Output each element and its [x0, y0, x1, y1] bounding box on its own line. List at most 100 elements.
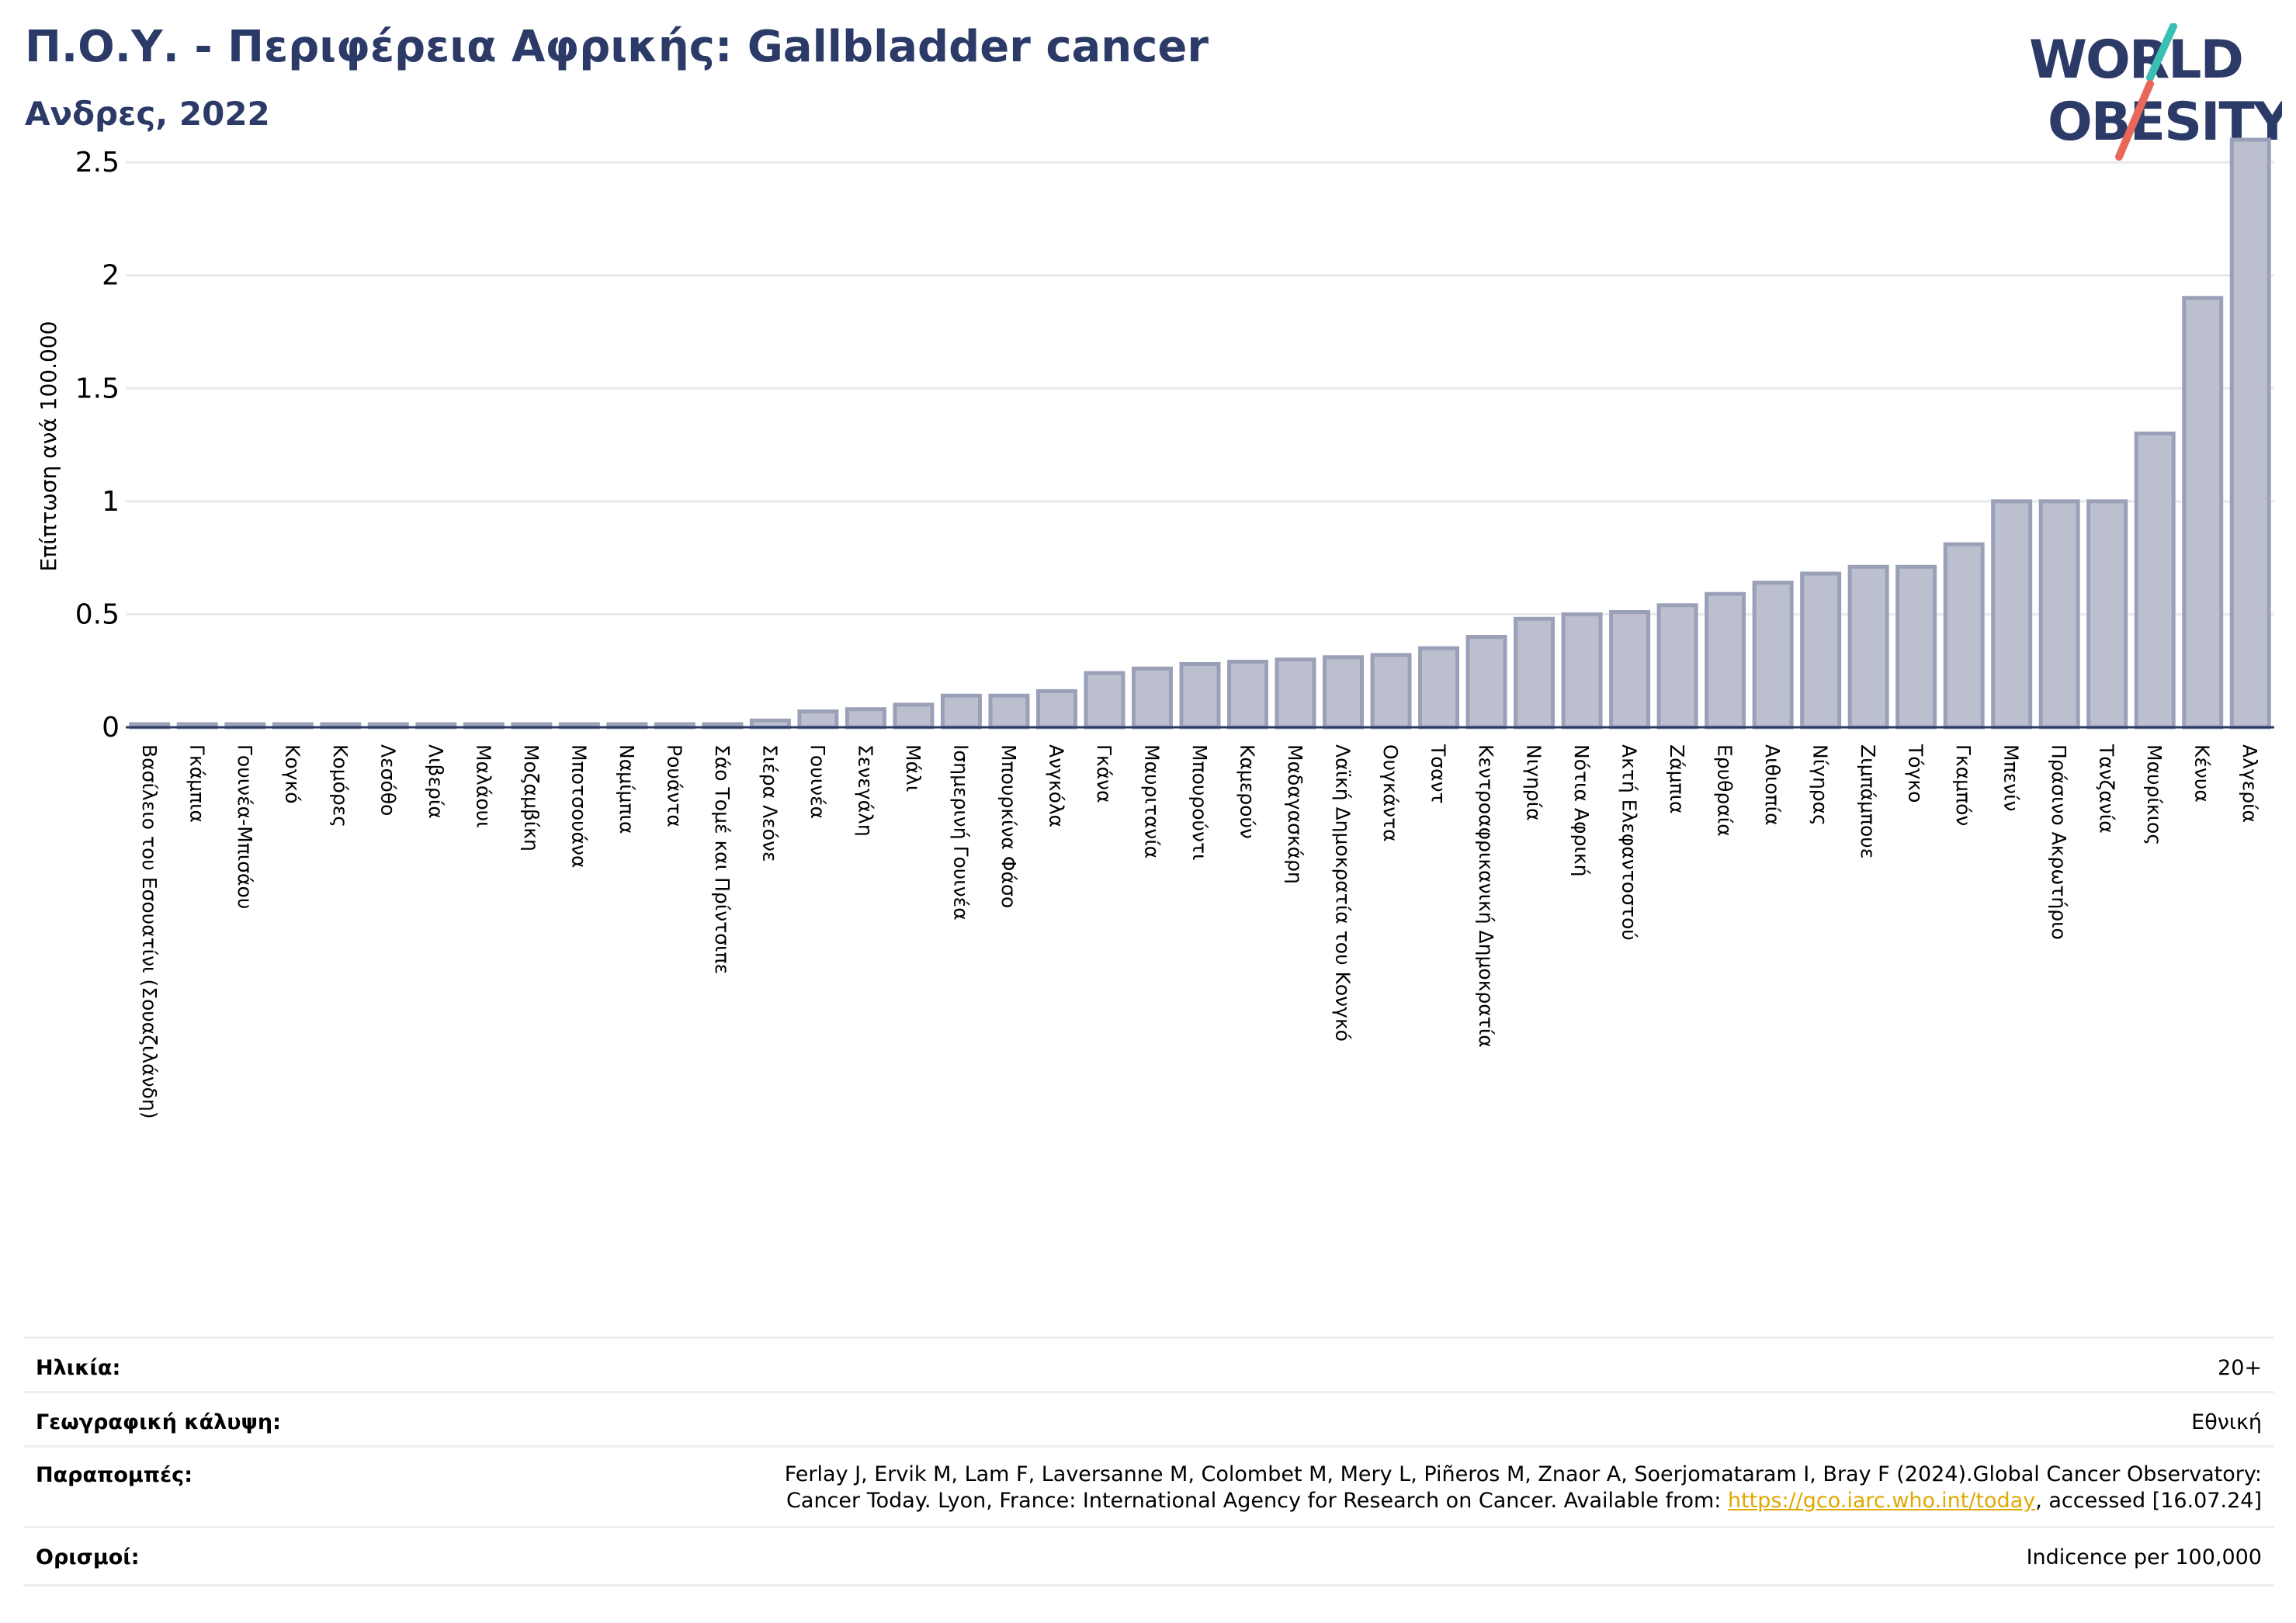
y-tick-label: 1.5	[75, 373, 120, 404]
bar	[1275, 657, 1316, 730]
chart-title: Π.Ο.Υ. - Περιφέρεια Αφρικής: Gallbladder…	[25, 22, 1209, 72]
info-row-definitions: Ορισμοί: Indicence per 100,000	[23, 1526, 2274, 1587]
definitions-value: Indicence per 100,000	[2026, 1545, 2262, 1569]
x-tick-label: Αιθιοπία	[1761, 744, 1784, 826]
references-value: Ferlay J, Ervik M, Lam F, Laversanne M, …	[477, 1462, 2262, 1514]
bar	[1943, 542, 1985, 730]
x-tick-label: Ισημερινή Γουινέα	[949, 744, 972, 921]
info-row-references: Παραπομπές: Ferlay J, Ervik M, Lam F, La…	[23, 1445, 2274, 1528]
x-tick-label: Γκάμπια	[186, 744, 208, 823]
bar	[2086, 499, 2128, 730]
y-tick-label: 2.5	[75, 147, 120, 179]
y-tick-label: 0	[102, 712, 120, 744]
chart-subtitle: Ανδρες, 2022	[25, 95, 270, 133]
x-tick-label: Πράσινο Ακρωτήριο	[2048, 744, 2070, 940]
coverage-value: Εθνική	[2191, 1410, 2262, 1434]
references-line-2-text: Cancer Today. Lyon, France: Internationa…	[786, 1489, 1728, 1513]
bar	[1514, 616, 1556, 730]
bar	[1084, 671, 1125, 730]
x-tick-label: Γκάνα	[1093, 744, 1115, 803]
world-obesity-logo: WORLD OBESITY	[2029, 23, 2282, 161]
x-tick-label: Νίγηρας	[1809, 744, 1832, 826]
bar	[1895, 564, 1937, 730]
x-tick-label: Λιβερία	[425, 744, 447, 819]
x-tick-label: Μπουρκίνα Φάσο	[997, 744, 1020, 908]
x-tick-label: Τανζανία	[2096, 744, 2118, 834]
x-tick-label: Νότια Αφρική	[1570, 744, 1593, 876]
x-tick-label: Ζάμπια	[1666, 744, 1688, 814]
x-tick-label: Μπενίν	[2000, 744, 2023, 812]
bar	[2134, 432, 2176, 730]
x-tick-label: Τόγκο	[1905, 744, 1927, 803]
x-tick-label: Ουγκάντα	[1379, 744, 1402, 842]
x-tick-label: Σιέρα Λεόνε	[758, 744, 781, 862]
x-tick-label: Ερυθραία	[1714, 744, 1736, 837]
references-link[interactable]: https://gco.iarc.who.int/today	[1727, 1489, 2036, 1513]
bar	[2038, 499, 2080, 730]
x-tick-label: Σενεγάλη	[854, 744, 876, 837]
bar	[2182, 296, 2224, 730]
bar	[988, 693, 1030, 730]
x-tick-label: Μαυρίκιος	[2143, 744, 2166, 845]
x-tick-label: Κογκό	[281, 744, 303, 804]
bar	[1179, 661, 1221, 730]
x-tick-label: Μοζαμβίκη	[520, 744, 543, 851]
references-line-2: Cancer Today. Lyon, France: Internationa…	[477, 1488, 2262, 1514]
bar	[1370, 653, 1412, 730]
x-tick-label: Κένυα	[2191, 744, 2214, 803]
x-tick-label: Αλγερία	[2239, 744, 2261, 823]
bar	[893, 702, 935, 730]
x-tick-label: Λεσόθο	[376, 744, 399, 816]
bar	[1800, 571, 1842, 730]
bar	[1561, 612, 1603, 730]
coverage-label: Γεωγραφική κάλυψη:	[36, 1410, 281, 1434]
x-tick-label: Κομόρες	[329, 744, 352, 827]
x-tick-label: Μπουρούντι	[1188, 744, 1211, 861]
bar-chart: 0 0.5 1 1.5 2 2.5 Βασίλειο του Εσουατίνι (Σου…	[36, 137, 2274, 1118]
x-tick-label: Μαυριτανία	[1140, 744, 1163, 858]
logo-word-world: WORLD	[2029, 29, 2242, 91]
bar	[1656, 603, 1698, 730]
x-tick-label: Μαδαγασκάρη	[1284, 744, 1306, 884]
x-tick-label: Γκαμπόν	[1952, 744, 1975, 826]
x-tick-label: Γουινέα-Μπισάου	[234, 744, 256, 909]
bar	[1323, 655, 1365, 730]
bar	[1035, 688, 1077, 730]
x-tick-label: Γουινέα	[806, 744, 829, 819]
x-tick-label: Ανγκόλα	[1045, 744, 1067, 827]
references-label: Παραπομπές:	[36, 1463, 192, 1487]
x-tick-label: Ρουάντα	[663, 744, 685, 827]
x-tick-label: Τσαντ	[1427, 744, 1450, 804]
x-tick-label: Νιγηρία	[1523, 744, 1545, 821]
y-axis-label: Επίπτωση ανά 100.000	[36, 321, 61, 572]
bar	[1705, 591, 1746, 730]
x-axis-labels: Βασίλειο του Εσουατίνι (Σουαζιλάνδη) Γκάμ…	[138, 744, 2261, 1118]
bar	[1752, 581, 1794, 730]
x-tick-label: Μποτσουάνα	[567, 744, 590, 869]
bar	[2229, 137, 2271, 730]
x-tick-label: Μάλι	[902, 744, 924, 792]
x-tick-label: Ακτή Ελεφαντοστού	[1618, 744, 1641, 941]
x-tick-label: Κεντροαφρικανική Δημοκρατία	[1475, 744, 1497, 1048]
definitions-label: Ορισμοί:	[36, 1545, 140, 1569]
y-tick-label: 2	[102, 260, 120, 292]
info-row-coverage: Γεωγραφική κάλυψη: Εθνική	[23, 1391, 2274, 1448]
bar	[1227, 660, 1269, 730]
bar	[1465, 635, 1507, 730]
info-row-age: Ηλικία: 20+	[23, 1337, 2274, 1393]
x-tick-label: Καμερούν	[1236, 744, 1259, 839]
bar	[940, 693, 982, 730]
bar	[1991, 499, 2033, 730]
bar	[1131, 666, 1173, 730]
bar	[1847, 564, 1889, 730]
x-tick-label: Μαλάουι	[472, 744, 494, 828]
logo-slash-teal	[2146, 23, 2177, 81]
x-tick-label: Βασίλειο του Εσουατίνι (Σουαζιλάνδη)	[138, 744, 161, 1118]
bar	[797, 709, 839, 730]
age-label: Ηλικία:	[36, 1356, 121, 1380]
references-accessed: , accessed [16.07.24]	[2035, 1489, 2262, 1513]
age-value: 20+	[2218, 1356, 2262, 1380]
bars	[129, 137, 2271, 730]
bar	[1609, 610, 1651, 730]
logo-slash-red	[2115, 80, 2154, 161]
